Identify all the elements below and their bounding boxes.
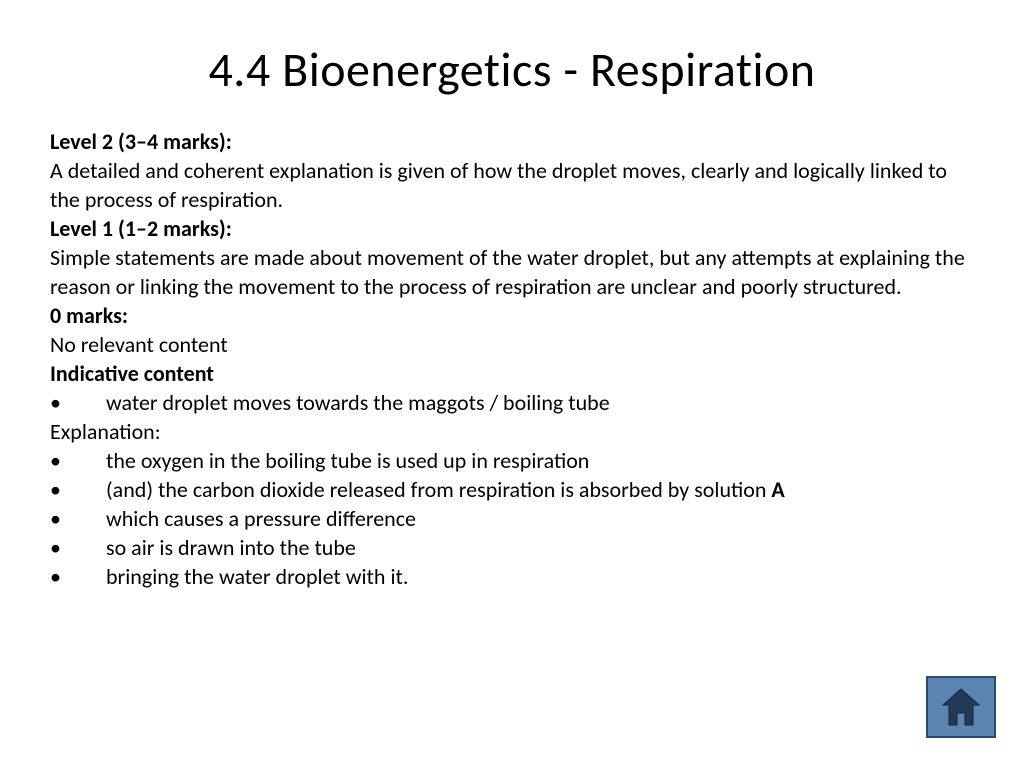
home-icon [939, 687, 983, 727]
zero-text: No relevant content [50, 331, 228, 358]
indicative-bullet-row: • water droplet moves towards the maggot… [50, 388, 974, 417]
explanation-block: Explanation: • the oxygen in the boiling… [50, 417, 974, 591]
explanation-bullet-text: (and) the carbon dioxide released from r… [106, 475, 974, 504]
home-button[interactable] [926, 676, 996, 738]
level1-block: Level 1 (1–2 marks): Simple statements a… [50, 214, 974, 301]
indicative-bullet-text: water droplet moves towards the maggots … [106, 388, 974, 417]
level1-heading: Level 1 (1–2 marks): [50, 215, 232, 242]
explanation-bullet-text: which causes a pressure difference [106, 504, 974, 533]
indicative-heading: Indicative content [50, 360, 214, 387]
bullet-marker: • [50, 562, 106, 591]
explanation-bullet-row: • which causes a pressure difference [50, 504, 974, 533]
indicative-block: Indicative content • water droplet moves… [50, 359, 974, 417]
explanation-bullet-text: bringing the water droplet with it. [106, 562, 974, 591]
explanation-heading: Explanation: [50, 418, 161, 445]
slide-container: 4.4 Bioenergetics - Respiration Level 2 … [0, 0, 1024, 612]
bullet-marker: • [50, 533, 106, 562]
zero-heading: 0 marks: [50, 302, 128, 329]
slide-title: 4.4 Bioenergetics - Respiration [50, 40, 974, 99]
bullet-marker: • [50, 504, 106, 533]
explanation-bullet-row: • the oxygen in the boiling tube is used… [50, 446, 974, 475]
slide-content: Level 2 (3–4 marks): A detailed and cohe… [50, 127, 974, 592]
zero-block: 0 marks: No relevant content [50, 301, 974, 359]
bullet-marker: • [50, 475, 106, 504]
explanation-bullet-text: the oxygen in the boiling tube is used u… [106, 446, 974, 475]
level1-text: Simple statements are made about movemen… [50, 244, 965, 300]
level2-heading: Level 2 (3–4 marks): [50, 128, 232, 155]
explanation-bullet-text: so air is drawn into the tube [106, 533, 974, 562]
explanation-bullet-row: • (and) the carbon dioxide released from… [50, 475, 974, 504]
explanation-bullet-row: • so air is drawn into the tube [50, 533, 974, 562]
explanation-bullet-row: • bringing the water droplet with it. [50, 562, 974, 591]
bullet-marker: • [50, 446, 106, 475]
level2-text: A detailed and coherent explanation is g… [50, 157, 947, 213]
level2-block: Level 2 (3–4 marks): A detailed and cohe… [50, 127, 974, 214]
bullet-marker: • [50, 388, 106, 417]
